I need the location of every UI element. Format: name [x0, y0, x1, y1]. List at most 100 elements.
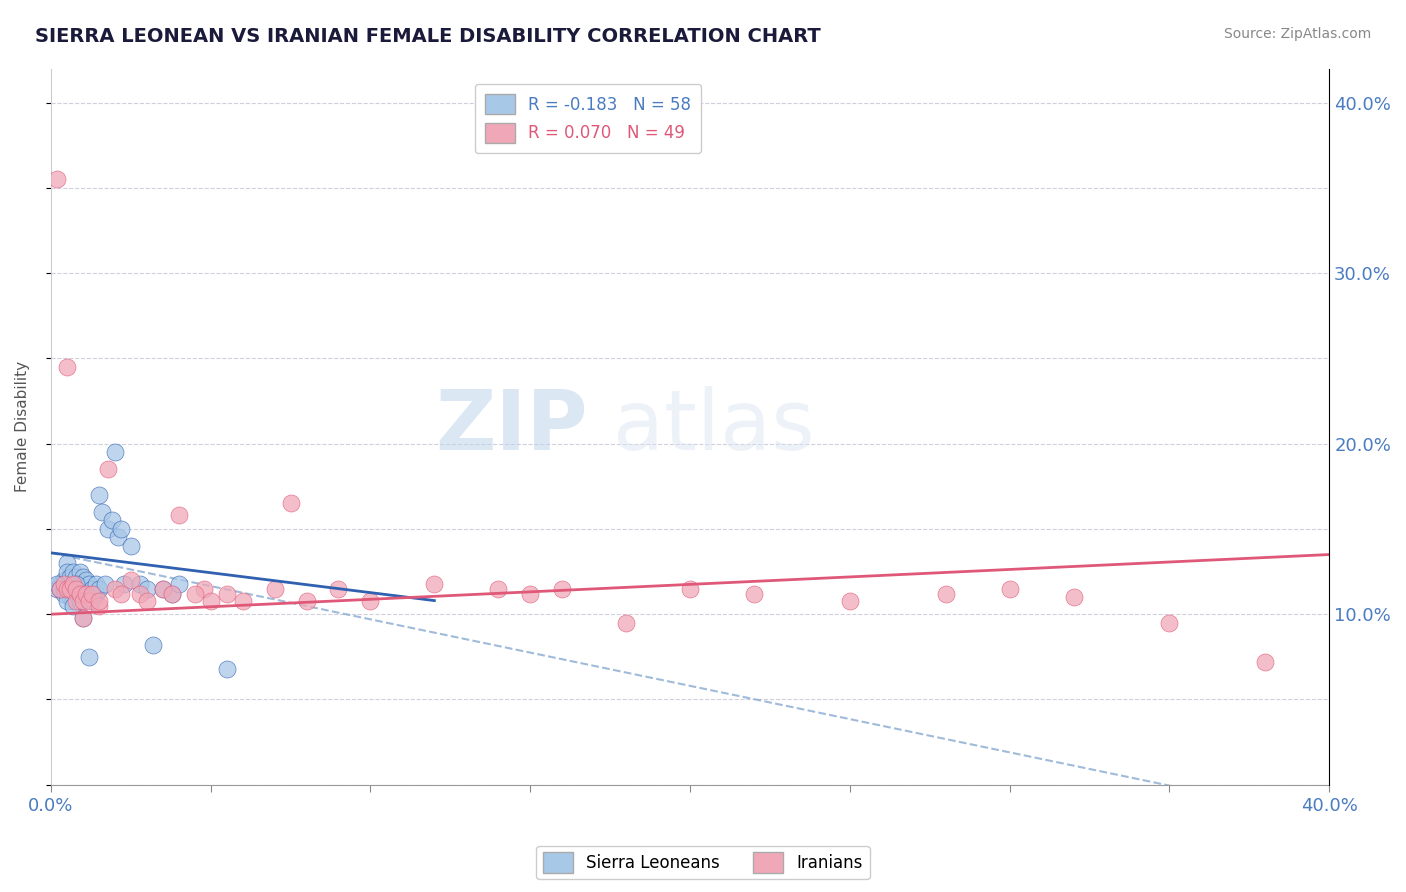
Point — [49, 576, 72, 591]
Point — [56, 582, 79, 596]
Point — [52, 576, 75, 591]
Point — [62, 565, 84, 579]
Point — [91, 505, 114, 519]
Point — [65, 587, 87, 601]
Point — [97, 522, 120, 536]
Point — [129, 587, 152, 601]
Text: ZIP: ZIP — [436, 386, 588, 467]
Point — [152, 582, 174, 596]
Point — [519, 587, 541, 601]
Point — [94, 576, 117, 591]
Point — [84, 587, 107, 601]
Y-axis label: Female Disability: Female Disability — [15, 361, 30, 492]
Point — [75, 573, 97, 587]
Point — [72, 587, 94, 601]
Point — [679, 582, 702, 596]
Point — [104, 445, 127, 459]
Point — [52, 587, 75, 601]
Point — [97, 462, 120, 476]
Point — [295, 593, 318, 607]
Point — [193, 582, 215, 596]
Point — [69, 582, 91, 596]
Point — [82, 593, 104, 607]
Point — [120, 539, 142, 553]
Point — [77, 649, 100, 664]
Point — [359, 593, 381, 607]
Point — [62, 582, 84, 596]
Point — [62, 599, 84, 613]
Point — [59, 582, 82, 596]
Point — [65, 570, 87, 584]
Point — [65, 576, 87, 591]
Point — [1063, 590, 1085, 604]
Point — [129, 576, 152, 591]
Point — [56, 359, 79, 374]
Point — [152, 582, 174, 596]
Point — [72, 570, 94, 584]
Point — [72, 576, 94, 591]
Point — [162, 587, 184, 601]
Legend: R = -0.183   N = 58, R = 0.070   N = 49: R = -0.183 N = 58, R = 0.070 N = 49 — [475, 84, 702, 153]
Point — [107, 531, 129, 545]
Point — [46, 576, 69, 591]
Point — [215, 587, 238, 601]
Point — [87, 599, 110, 613]
Point — [65, 593, 87, 607]
Point — [59, 576, 82, 591]
Point — [62, 593, 84, 607]
Point — [56, 582, 79, 596]
Point — [110, 587, 132, 601]
Point — [77, 587, 100, 601]
Point — [69, 565, 91, 579]
Point — [65, 576, 87, 591]
Point — [69, 587, 91, 601]
Point — [69, 576, 91, 591]
Point — [167, 508, 190, 523]
Point — [52, 582, 75, 596]
Point — [49, 582, 72, 596]
Point — [77, 593, 100, 607]
Point — [72, 593, 94, 607]
Legend: Sierra Leoneans, Iranians: Sierra Leoneans, Iranians — [536, 846, 870, 880]
Point — [183, 587, 205, 601]
Point — [46, 582, 69, 596]
Point — [215, 662, 238, 676]
Point — [167, 576, 190, 591]
Point — [56, 593, 79, 607]
Point — [100, 513, 122, 527]
Point — [87, 488, 110, 502]
Point — [84, 576, 107, 591]
Point — [742, 587, 765, 601]
Point — [49, 582, 72, 596]
Point — [59, 582, 82, 596]
Point — [87, 593, 110, 607]
Point — [87, 582, 110, 596]
Point — [614, 615, 637, 630]
Point — [46, 172, 69, 186]
Point — [998, 582, 1021, 596]
Point — [52, 573, 75, 587]
Point — [935, 587, 957, 601]
Point — [423, 576, 446, 591]
Point — [838, 593, 860, 607]
Point — [110, 522, 132, 536]
Text: SIERRA LEONEAN VS IRANIAN FEMALE DISABILITY CORRELATION CHART: SIERRA LEONEAN VS IRANIAN FEMALE DISABIL… — [35, 27, 821, 45]
Point — [1254, 655, 1277, 669]
Point — [104, 582, 127, 596]
Point — [120, 573, 142, 587]
Point — [72, 610, 94, 624]
Point — [162, 587, 184, 601]
Point — [232, 593, 254, 607]
Text: Source: ZipAtlas.com: Source: ZipAtlas.com — [1223, 27, 1371, 41]
Point — [75, 582, 97, 596]
Point — [135, 582, 157, 596]
Point — [77, 576, 100, 591]
Point — [72, 610, 94, 624]
Point — [82, 587, 104, 601]
Point — [142, 638, 165, 652]
Point — [551, 582, 574, 596]
Point — [69, 593, 91, 607]
Point — [75, 587, 97, 601]
Point — [56, 556, 79, 570]
Point — [280, 496, 302, 510]
